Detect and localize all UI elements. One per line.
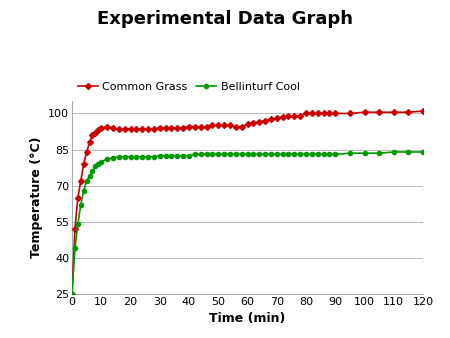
Text: Experimental Data Graph: Experimental Data Graph [97,10,353,28]
Bellinturf Cool [69,292,75,296]
Common Grass [69,292,75,296]
Common Grass [75,196,81,200]
Bellinturf Cool [75,222,81,226]
Bellinturf Cool [78,203,84,207]
Common Grass [262,119,268,123]
Common Grass [268,117,274,121]
Bellinturf Cool [420,150,426,154]
Line: Common Grass: Common Grass [70,109,425,296]
Bellinturf Cool [268,152,274,156]
Common Grass [180,126,186,130]
Legend: Common Grass, Bellinturf Cool: Common Grass, Bellinturf Cool [77,82,300,92]
Line: Bellinturf Cool: Bellinturf Cool [70,150,425,296]
Bellinturf Cool [128,155,133,159]
Bellinturf Cool [391,150,396,154]
Common Grass [420,109,426,113]
X-axis label: Time (min): Time (min) [209,312,286,325]
Y-axis label: Temperature (°C): Temperature (°C) [30,137,43,259]
Common Grass [128,127,133,131]
Bellinturf Cool [180,153,186,158]
Bellinturf Cool [262,152,268,156]
Common Grass [78,179,84,183]
